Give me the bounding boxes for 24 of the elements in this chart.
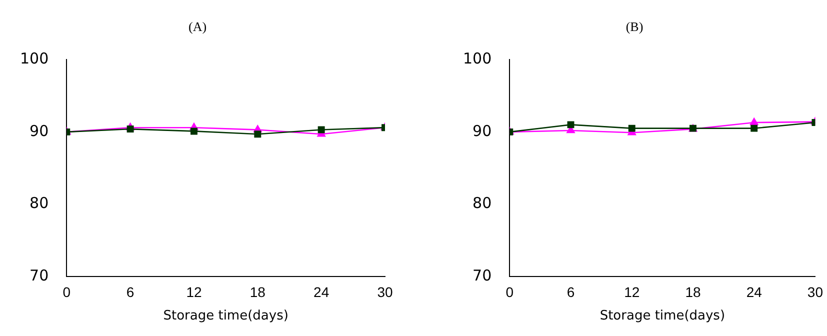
y-tick-label: 100 bbox=[462, 49, 492, 68]
y-tick-label: 80 bbox=[472, 194, 492, 212]
x-tick-label: 18 bbox=[685, 284, 701, 300]
x-tick-label: 12 bbox=[624, 284, 640, 300]
x-tick-label: 30 bbox=[377, 284, 393, 300]
chart-title: (A) bbox=[188, 19, 207, 34]
y-tick-label: 70 bbox=[472, 266, 492, 284]
x-tick-label: 12 bbox=[186, 284, 202, 300]
x-axis-title: Storage time(days) bbox=[600, 308, 726, 324]
y-tick-label: 70 bbox=[30, 266, 49, 284]
y-tick-label: 80 bbox=[30, 194, 49, 212]
x-tick-label: 0 bbox=[62, 284, 71, 300]
y-tick-label: 100 bbox=[20, 49, 49, 68]
x-tick-label: 24 bbox=[314, 284, 330, 300]
chart-title: (B) bbox=[626, 19, 644, 34]
x-tick-label: 24 bbox=[746, 284, 762, 300]
y-tick-label: 90 bbox=[30, 122, 49, 140]
x-tick-label: 6 bbox=[566, 284, 575, 300]
x-tick-label: 30 bbox=[807, 284, 824, 300]
x-tick-label: 18 bbox=[250, 284, 266, 300]
x-axis-title: Storage time(days) bbox=[163, 308, 288, 324]
x-tick-label: 0 bbox=[506, 284, 514, 300]
y-tick-label: 90 bbox=[472, 122, 492, 140]
x-tick-label: 6 bbox=[126, 284, 134, 300]
